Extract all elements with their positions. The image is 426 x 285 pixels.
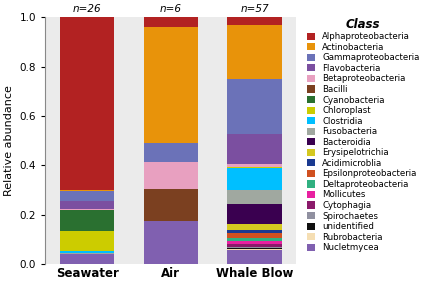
Bar [227, 238, 282, 241]
Text: n=57: n=57 [240, 4, 269, 14]
Text: n=26: n=26 [73, 4, 101, 14]
Bar [60, 251, 114, 253]
Text: n=6: n=6 [160, 4, 182, 14]
Bar [60, 192, 114, 201]
Bar [60, 231, 114, 251]
Bar [227, 231, 282, 233]
Bar [227, 233, 282, 238]
Bar [227, 167, 282, 168]
Bar [227, 168, 282, 190]
Bar [227, 25, 282, 80]
Bar [60, 254, 114, 264]
Legend: Alphaproteobacteria, Actinobacteria, Gammaproteobacteria, Flavobacteria, Betapro: Alphaproteobacteria, Actinobacteria, Gam… [305, 17, 420, 253]
Bar [227, 251, 282, 264]
Bar [144, 189, 198, 221]
Bar [227, 164, 282, 167]
Y-axis label: Relative abundance: Relative abundance [4, 85, 14, 196]
Bar [227, 134, 282, 164]
Bar [227, 247, 282, 248]
Bar [144, 17, 198, 27]
Bar [144, 162, 198, 189]
Bar [60, 210, 114, 231]
Bar [227, 249, 282, 251]
Bar [227, 224, 282, 231]
Bar [144, 221, 198, 264]
Bar [144, 27, 198, 143]
Bar [227, 204, 282, 224]
Bar [60, 17, 114, 190]
Bar [60, 253, 114, 254]
Bar [227, 190, 282, 204]
Bar [227, 244, 282, 247]
Bar [60, 209, 114, 210]
Bar [227, 17, 282, 25]
Bar [227, 80, 282, 134]
Bar [60, 201, 114, 209]
Bar [60, 190, 114, 192]
Bar [227, 248, 282, 249]
Bar [144, 143, 198, 162]
Bar [227, 241, 282, 244]
